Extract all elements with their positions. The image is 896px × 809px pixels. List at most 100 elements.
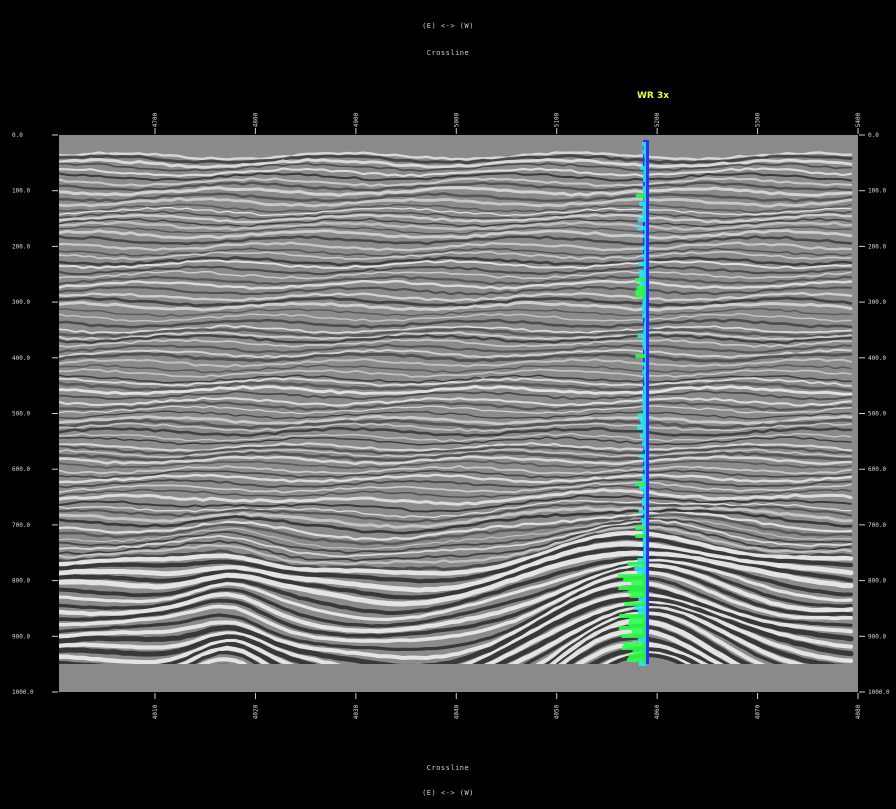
well-log-sample [642, 338, 646, 342]
well-log-sample [643, 550, 646, 554]
well-log-sample [638, 598, 646, 602]
time-tick-label: 100.0 [12, 188, 30, 195]
well-log-sample [638, 662, 646, 666]
time-tick-label: 900.0 [868, 633, 886, 640]
well-log-sample [624, 602, 646, 606]
well-log-sample [642, 538, 646, 542]
well-log-sample [635, 278, 646, 282]
well-log-sample [643, 298, 646, 302]
well-log-sample [642, 214, 646, 218]
well-log-sample [634, 606, 646, 610]
well-log-sample [645, 450, 646, 454]
crossline-tick-label: 4070 [755, 704, 762, 719]
well-log-sample [642, 190, 646, 194]
well-log-sample [643, 258, 646, 262]
time-tick-label: 1000.0 [12, 689, 34, 696]
well-log-sample [643, 378, 646, 382]
well-log-sample [643, 494, 646, 498]
well-log-sample [636, 286, 646, 290]
well-log-sample [643, 266, 646, 270]
well-log-sample [642, 502, 646, 506]
crossline-tick-label: 4010 [152, 704, 159, 719]
crossline-tick-label: 4040 [453, 704, 460, 719]
well-log-sample [642, 498, 646, 502]
well-log-sample [644, 162, 646, 166]
well-log-sample [642, 430, 646, 434]
time-tick-label: 300.0 [868, 299, 886, 306]
well-log-sample [635, 290, 646, 294]
time-tick-label: 0.0 [12, 132, 23, 139]
well-log-sample [643, 310, 646, 314]
well-log-sample [635, 294, 646, 298]
time-tick-label: 600.0 [12, 466, 30, 473]
time-tick-label: 1000.0 [868, 689, 890, 696]
left-time-axis: 0.0 100.0 200.0 300.0 400.0 500.0 600.0 700.0 80… [12, 132, 58, 696]
well-log-sample [628, 590, 646, 594]
well-log-sample [640, 166, 646, 170]
well-log-sample [644, 470, 646, 474]
crossline-tick-label: 4050 [554, 704, 561, 719]
well-log-sample [643, 458, 646, 462]
top-direction-label: (E) <-> (W) [422, 22, 474, 30]
time-tick-label: 0.0 [868, 132, 879, 139]
well-log-sample [623, 578, 646, 582]
well-log-sample [644, 154, 646, 158]
seismic-data-area [59, 148, 858, 664]
well-log-sample [643, 322, 646, 326]
top-crossline-axis: 4700 4800 4900 5000 5100 5200 5300 5400 [152, 112, 862, 134]
well-log-sample [643, 234, 646, 238]
time-tick-label: 200.0 [868, 243, 886, 250]
well-log-sample [641, 478, 646, 482]
time-tick-label: 500.0 [12, 411, 30, 418]
well-log-sample [638, 510, 646, 514]
well-log-sample [635, 526, 646, 530]
well-log-sample [638, 270, 646, 274]
well-log-sample [644, 382, 646, 386]
well-log-sample [643, 490, 646, 494]
well-log-sample [641, 306, 646, 310]
well-log-sample [644, 182, 646, 186]
well-log-sample [643, 170, 646, 174]
time-tick-label: 700.0 [12, 522, 30, 529]
well-log-sample [631, 630, 646, 634]
bottom-padding [59, 664, 858, 692]
well-log-sample [643, 546, 646, 550]
well-log-sample [637, 426, 646, 430]
well-log-sample [639, 202, 646, 206]
well-log-sample [635, 354, 646, 358]
well-log-sample [644, 242, 646, 246]
time-tick-label: 500.0 [868, 411, 886, 418]
well-log-sample [642, 302, 646, 306]
well-log-sample [642, 522, 646, 526]
well-log-sample [635, 534, 646, 538]
crossline-tick-label: 4060 [654, 704, 661, 719]
well-log-sample [642, 186, 646, 190]
well-log-sample [632, 650, 646, 654]
time-tick-label: 800.0 [12, 578, 30, 585]
well-log-sample [642, 342, 646, 346]
time-tick-label: 800.0 [868, 578, 886, 585]
well-log-sample [637, 558, 646, 562]
well-log-sample [635, 194, 646, 198]
well-log-sample [635, 482, 646, 486]
well-log-sample [631, 582, 646, 586]
bottom-crossline-axis: 4010 4020 4030 4040 4050 4060 4070 4080 [152, 693, 862, 719]
well-log-sample [644, 506, 646, 510]
well-log-sample [644, 230, 646, 234]
well-log-sample [642, 314, 646, 318]
well-log-sample [643, 438, 646, 442]
well-label: WR 3x [637, 91, 669, 101]
well-log-sample [618, 626, 646, 630]
well-track [618, 140, 649, 666]
well-log-sample [642, 362, 646, 366]
well-log-sample [643, 174, 646, 178]
well-log-sample [637, 218, 646, 222]
well-log-sample [618, 574, 646, 578]
time-tick-label: 200.0 [12, 243, 30, 250]
well-log-sample [640, 518, 646, 522]
well-log-sample [619, 614, 646, 618]
well-log-sample [644, 350, 646, 354]
well-log-sample [639, 418, 646, 422]
bottom-axis-title: Crossline [426, 764, 470, 772]
